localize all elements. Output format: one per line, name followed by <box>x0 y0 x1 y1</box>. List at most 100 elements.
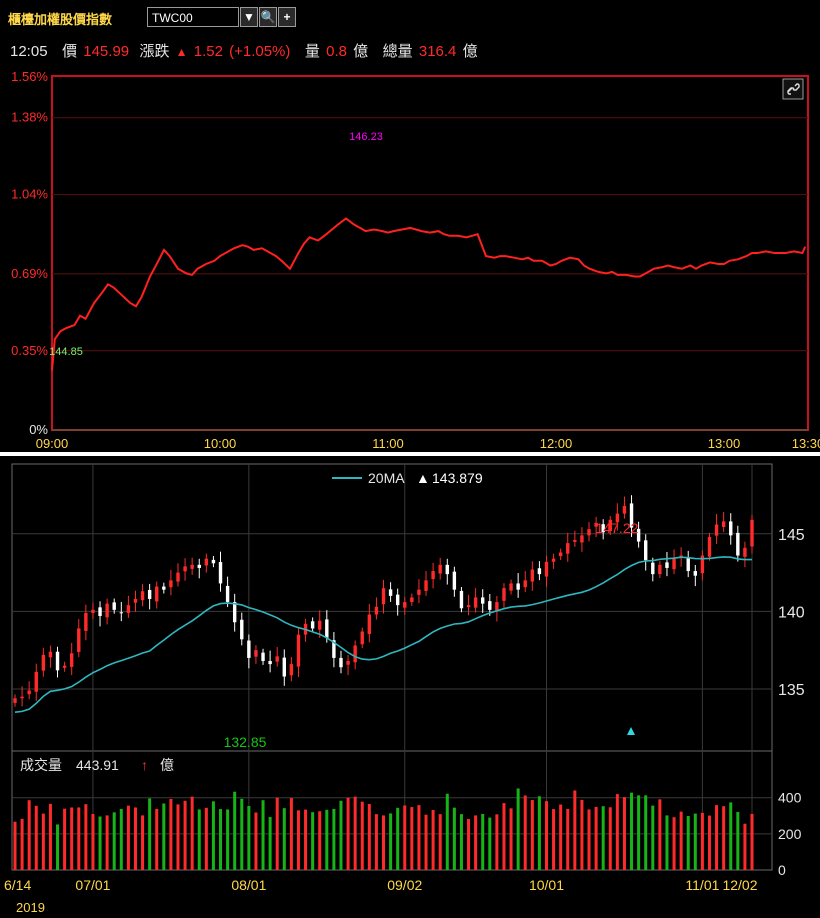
candle-body <box>41 654 46 671</box>
volume-label: 量 <box>304 43 320 60</box>
intraday-low-label: 144.85 <box>49 346 83 358</box>
candle-body <box>395 594 400 606</box>
candle-body <box>686 558 690 572</box>
candle-body <box>707 536 712 557</box>
intraday-x-tick-label: 11:00 <box>372 436 404 451</box>
candle-body <box>459 590 464 609</box>
candle-body <box>417 589 421 595</box>
volume-bar <box>105 815 109 870</box>
link-icon[interactable] <box>782 78 804 100</box>
volume-bar <box>700 812 704 870</box>
candle-body <box>551 558 556 562</box>
volume-bar <box>311 812 315 870</box>
candle-body <box>629 503 634 528</box>
volume-bar <box>41 813 45 870</box>
candle-body <box>587 529 591 536</box>
volume-bar <box>56 824 60 870</box>
candle-body <box>750 519 754 547</box>
candle-body <box>77 628 81 653</box>
total-volume-value: 316.4 <box>418 43 457 60</box>
candle-body <box>197 564 201 568</box>
volume-bar <box>254 812 258 870</box>
volume-bar <box>91 813 95 870</box>
volume-bar <box>325 809 329 870</box>
volume-bar <box>679 811 683 870</box>
volume-bar <box>665 815 669 870</box>
volume-bar <box>594 806 598 870</box>
candle-body <box>296 634 301 667</box>
candle-body <box>374 606 379 615</box>
volume-bar <box>70 807 74 870</box>
volume-bar <box>353 796 357 870</box>
volume-bar <box>537 796 541 870</box>
volume-bar <box>112 812 116 870</box>
volume-unit: 億 <box>353 43 369 60</box>
ma-legend-arrow: ▲ <box>416 470 430 486</box>
candle-body <box>445 564 449 575</box>
volume-bar <box>190 796 194 870</box>
volume-legend-unit: 億 <box>160 757 174 773</box>
symbol-input[interactable]: TWC00 <box>147 7 239 27</box>
daily-low-label: 132.85 <box>224 734 267 750</box>
candle-body <box>743 547 747 557</box>
volume-bar <box>275 797 279 870</box>
candle-body <box>91 609 95 613</box>
volume-bars <box>13 788 754 870</box>
search-icon[interactable]: 🔍 <box>259 7 277 27</box>
volume-bar <box>410 807 414 870</box>
volume-bar <box>169 798 173 870</box>
candle-body <box>176 572 180 582</box>
candle-body <box>261 652 265 662</box>
candle-body <box>190 564 194 569</box>
volume-bar <box>247 806 251 870</box>
candle-body <box>339 657 343 668</box>
volume-bar <box>452 807 456 870</box>
volume-bar <box>318 811 322 870</box>
price-label: 價 <box>62 43 78 60</box>
candle-body <box>332 640 336 658</box>
volume-bar <box>20 818 24 870</box>
candle-body <box>558 552 563 557</box>
volume-bar <box>615 794 619 870</box>
volume-bar <box>268 817 272 870</box>
candle-body <box>573 540 577 542</box>
volume-bar <box>743 823 747 870</box>
candle-body <box>240 619 244 640</box>
daily-chart: 135 140 145 0 200 400 6/14 07/01 08/01 09/02 10/0… <box>4 463 805 915</box>
intraday-grid <box>52 117 808 431</box>
volume-bar <box>552 809 556 870</box>
candle-body <box>509 583 513 591</box>
daily-grid <box>12 464 772 870</box>
candle-body <box>27 690 31 695</box>
candle-body <box>48 651 53 658</box>
daily-x-tick-label: 11/01 <box>685 877 719 893</box>
candle-body <box>13 698 17 703</box>
volume-bar <box>367 804 371 870</box>
volume-bar <box>211 801 215 870</box>
candle-body <box>502 588 506 601</box>
volume-y-tick-label: 200 <box>778 826 802 842</box>
candle-body <box>736 532 740 556</box>
intraday-chart: 1.56% 1.38% 1.04% 0.69% 0.35% 0% 09:00 10:00 11… <box>11 69 820 451</box>
daily-x-tick-label: 12/02 <box>722 877 757 893</box>
candle-body <box>218 562 223 584</box>
panel-divider <box>0 452 820 456</box>
candle-body <box>622 505 627 514</box>
intraday-x-ticks: 09:00 10:00 11:00 12:00 13:00 13:30 <box>36 436 820 451</box>
price-value: 145.99 <box>83 43 130 60</box>
candle-body <box>84 612 88 631</box>
candle-body <box>55 651 60 671</box>
ma-legend-name: 20MA <box>368 470 405 486</box>
volume-bar <box>332 808 336 870</box>
total-volume-label: 總量 <box>382 43 413 60</box>
candle-body <box>69 653 74 667</box>
volume-bar <box>438 814 442 870</box>
volume-bar <box>389 813 393 870</box>
plus-icon[interactable]: + <box>278 7 296 27</box>
volume-bar <box>750 813 754 870</box>
volume-bar <box>13 821 17 870</box>
change-percent: (+1.05%) <box>229 43 291 60</box>
candle-body <box>516 583 520 590</box>
chevron-down-icon[interactable]: ▼ <box>240 7 258 27</box>
intraday-x-tick-label: 13:00 <box>708 436 741 451</box>
